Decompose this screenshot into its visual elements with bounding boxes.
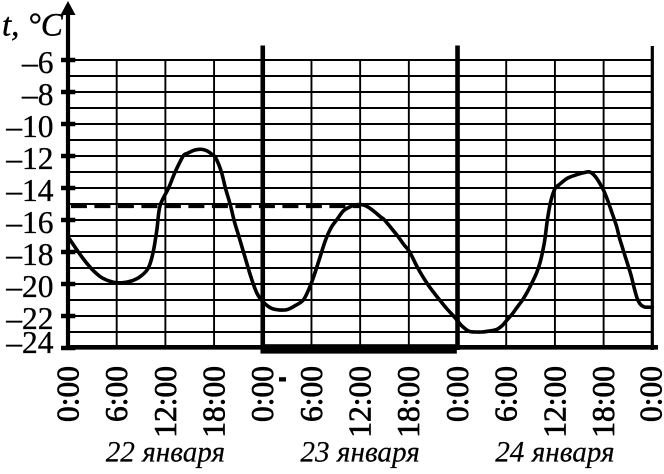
svg-text:0:00: 0:00 [440, 366, 475, 422]
svg-text:23 января: 23 января [300, 436, 419, 468]
svg-text:12:00: 12:00 [343, 366, 378, 438]
svg-text:–8: –8 [21, 77, 54, 112]
svg-text:–12: –12 [5, 141, 53, 176]
svg-text:18:00: 18:00 [196, 366, 231, 438]
svg-text:–22: –22 [5, 301, 53, 336]
svg-text:18:00: 18:00 [586, 366, 621, 438]
svg-text:6:00: 6:00 [99, 366, 134, 422]
svg-text:–18: –18 [5, 237, 53, 272]
svg-text:18:00: 18:00 [391, 366, 426, 438]
svg-text:0:00: 0:00 [633, 366, 664, 422]
svg-text:6:00: 6:00 [294, 366, 329, 422]
svg-text:–24: –24 [5, 325, 54, 360]
svg-text:6:00: 6:00 [489, 366, 524, 422]
svg-text:–20: –20 [5, 269, 53, 304]
svg-text:12:00: 12:00 [148, 366, 183, 438]
svg-text:–6: –6 [21, 45, 54, 80]
svg-text:–10: –10 [5, 109, 53, 144]
svg-text:–14: –14 [5, 173, 54, 208]
svg-text:–16: –16 [5, 205, 53, 240]
svg-text:t, °C: t, °C [2, 7, 64, 43]
svg-text:22 января: 22 января [106, 436, 225, 468]
svg-text:24 января: 24 января [495, 436, 614, 468]
svg-text:12:00: 12:00 [537, 366, 572, 438]
svg-text:0:00: 0:00 [245, 366, 280, 422]
svg-text:0:00: 0:00 [50, 366, 85, 422]
